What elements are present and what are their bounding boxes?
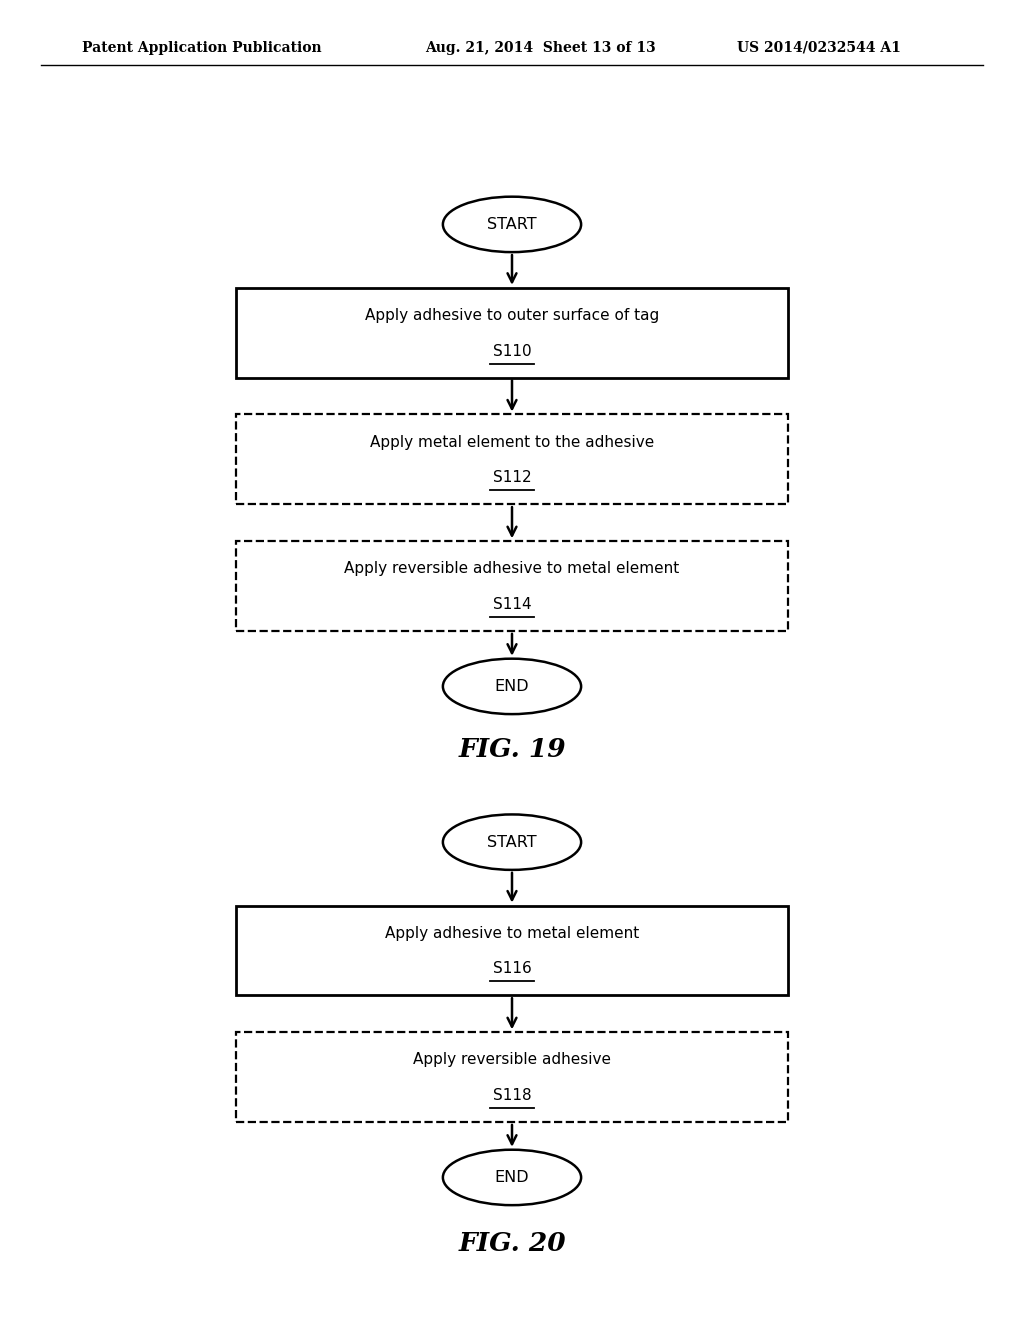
FancyBboxPatch shape xyxy=(236,906,788,995)
Text: END: END xyxy=(495,678,529,694)
Text: START: START xyxy=(487,834,537,850)
FancyBboxPatch shape xyxy=(236,288,788,378)
Text: START: START xyxy=(487,216,537,232)
Text: Apply reversible adhesive: Apply reversible adhesive xyxy=(413,1052,611,1068)
Text: S118: S118 xyxy=(493,1088,531,1104)
Text: S114: S114 xyxy=(493,597,531,612)
Text: Apply reversible adhesive to metal element: Apply reversible adhesive to metal eleme… xyxy=(344,561,680,577)
Ellipse shape xyxy=(442,814,582,870)
FancyBboxPatch shape xyxy=(236,414,788,504)
Ellipse shape xyxy=(442,197,582,252)
Text: US 2014/0232544 A1: US 2014/0232544 A1 xyxy=(737,41,901,54)
FancyBboxPatch shape xyxy=(236,1032,788,1122)
Text: Apply adhesive to metal element: Apply adhesive to metal element xyxy=(385,925,639,941)
Text: Apply metal element to the adhesive: Apply metal element to the adhesive xyxy=(370,434,654,450)
Text: Apply adhesive to outer surface of tag: Apply adhesive to outer surface of tag xyxy=(365,308,659,323)
Ellipse shape xyxy=(442,1150,582,1205)
Text: S112: S112 xyxy=(493,470,531,486)
Text: Patent Application Publication: Patent Application Publication xyxy=(82,41,322,54)
Text: Aug. 21, 2014  Sheet 13 of 13: Aug. 21, 2014 Sheet 13 of 13 xyxy=(425,41,655,54)
Text: S116: S116 xyxy=(493,961,531,977)
Ellipse shape xyxy=(442,659,582,714)
Text: FIG. 19: FIG. 19 xyxy=(458,738,566,762)
FancyBboxPatch shape xyxy=(236,541,788,631)
Text: S110: S110 xyxy=(493,343,531,359)
Text: FIG. 20: FIG. 20 xyxy=(458,1232,566,1255)
Text: END: END xyxy=(495,1170,529,1185)
